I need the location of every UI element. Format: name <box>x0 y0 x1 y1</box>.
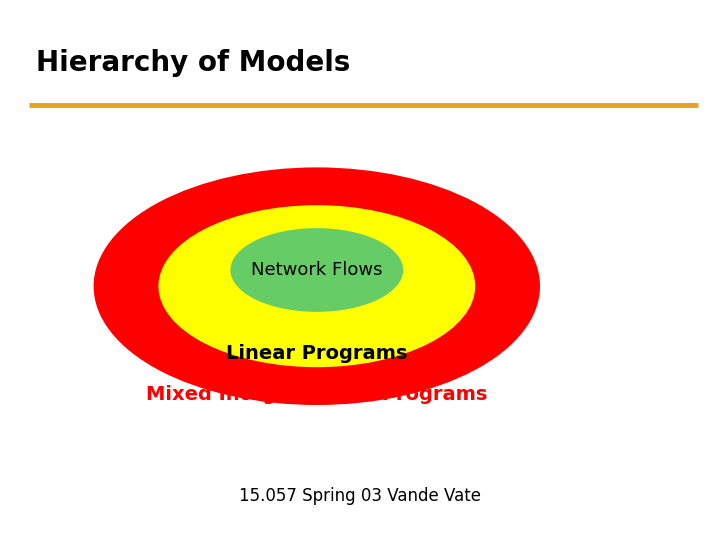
Text: Linear Programs: Linear Programs <box>226 344 408 363</box>
Text: Network Flows: Network Flows <box>251 261 382 279</box>
Ellipse shape <box>230 228 403 312</box>
Ellipse shape <box>94 167 540 405</box>
Ellipse shape <box>158 205 475 367</box>
Text: Hierarchy of Models: Hierarchy of Models <box>36 49 351 77</box>
Text: Mixed Integer Linear Programs: Mixed Integer Linear Programs <box>146 384 487 404</box>
Text: 15.057 Spring 03 Vande Vate: 15.057 Spring 03 Vande Vate <box>239 487 481 505</box>
